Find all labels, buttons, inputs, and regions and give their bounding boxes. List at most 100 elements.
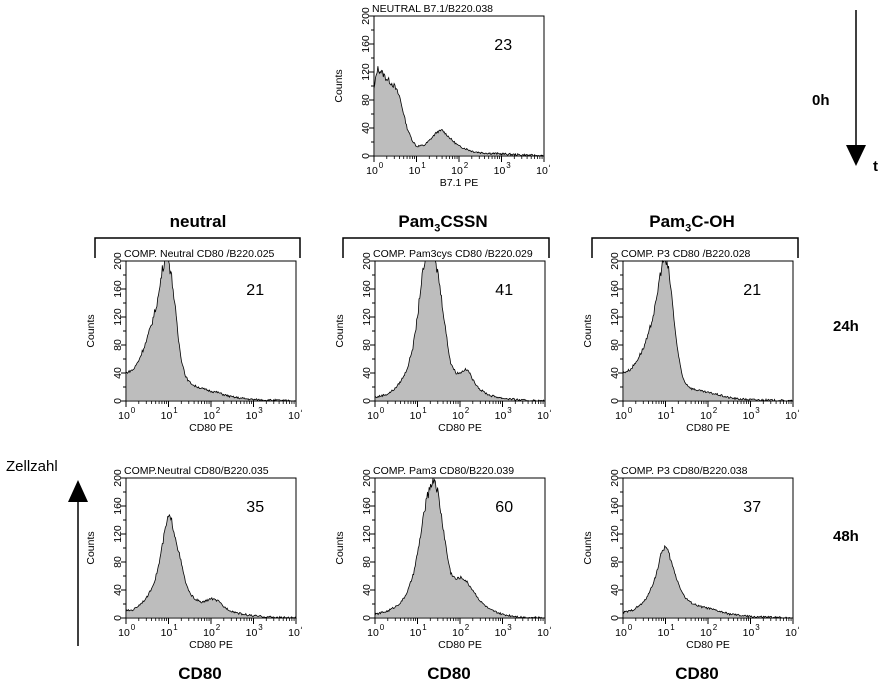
x-tick-exponent: 3: [755, 623, 760, 632]
y-axis-label: Counts: [85, 531, 97, 564]
y-tick-label: 40: [112, 584, 124, 596]
y-tick-label: 160: [360, 35, 372, 53]
histogram-title: COMP. Neutral CD80 /B220.025: [124, 248, 275, 260]
x-tick-label: 10: [494, 165, 506, 177]
y-axis-label: Counts: [582, 314, 594, 347]
x-tick-label: 10: [452, 627, 464, 639]
bottom-label-cd80-3: CD80: [675, 664, 719, 683]
y-tick-label: 80: [609, 556, 621, 568]
x-tick-exponent: 4: [549, 161, 550, 170]
x-tick-label: 10: [203, 627, 215, 639]
x-tick-label: 10: [367, 410, 379, 422]
y-tick-label: 80: [361, 556, 373, 568]
x-axis-label: CD80 PE: [686, 639, 730, 651]
histogram-48h-neutral: COMP.Neutral CD80/B220.03504080120160200…: [85, 465, 302, 651]
y-tick-label: 0: [609, 398, 621, 404]
x-tick-label: 10: [410, 627, 422, 639]
x-axis-label: B7.1 PE: [440, 177, 479, 189]
x-tick-label: 10: [452, 410, 464, 422]
column-header-pam3coh-main: Pam: [649, 212, 686, 231]
x-tick-exponent: 0: [131, 623, 136, 632]
y-tick-label: 80: [112, 556, 124, 568]
histogram-48h-pam3: COMP. Pam3 CD80/B220.03904080120160200Co…: [334, 465, 551, 651]
y-tick-label: 120: [361, 308, 373, 326]
y-tick-label: 0: [361, 398, 373, 404]
y-tick-label: 80: [609, 339, 621, 351]
histogram-title: COMP. Pam3 CD80/B220.039: [373, 465, 514, 477]
x-tick-label: 10: [615, 627, 627, 639]
x-axis-label: CD80 PE: [438, 639, 482, 651]
x-tick-exponent: 0: [628, 623, 633, 632]
column-brackets: [94, 237, 799, 258]
y-tick-label: 120: [609, 308, 621, 326]
percentage-label: 23: [494, 37, 512, 54]
x-tick-label: 10: [367, 627, 379, 639]
x-tick-label: 10: [203, 410, 215, 422]
x-tick-label: 10: [161, 410, 173, 422]
x-tick-exponent: 1: [173, 406, 178, 415]
x-axis-label: CD80 PE: [189, 639, 233, 651]
histogram-24h-neutral: COMP. Neutral CD80 /B220.025040801201602…: [85, 248, 302, 434]
x-tick-label: 10: [785, 627, 797, 639]
histogram-area: [373, 66, 544, 157]
y-tick-label: 80: [112, 339, 124, 351]
y-tick-label: 40: [609, 584, 621, 596]
y-tick-label: 200: [609, 252, 621, 270]
y-tick-label: 80: [360, 94, 372, 106]
column-header-neutral: neutral: [98, 212, 298, 232]
y-tick-label: 200: [360, 7, 372, 25]
y-axis-label: Counts: [334, 531, 346, 564]
histogram-title: COMP. Pam3cys CD80 /B220.029: [373, 248, 533, 260]
y-axis-label: Counts: [334, 314, 346, 347]
y-axis-label: Counts: [582, 531, 594, 564]
percentage-label: 37: [743, 499, 761, 516]
percentage-label: 21: [743, 282, 761, 299]
x-tick-exponent: 2: [216, 623, 221, 632]
y-tick-label: 160: [112, 497, 124, 515]
x-tick-label: 10: [495, 410, 507, 422]
x-tick-exponent: 2: [713, 406, 718, 415]
x-tick-label: 10: [700, 627, 712, 639]
x-tick-label: 10: [658, 410, 670, 422]
x-tick-exponent: 2: [465, 406, 470, 415]
column-header-neutral-text: neutral: [169, 212, 227, 231]
y-tick-label: 200: [112, 469, 124, 487]
x-tick-label: 10: [118, 410, 130, 422]
y-tick-label: 120: [609, 525, 621, 543]
bracket-pam3coh: [591, 237, 799, 258]
bracket-neutral: [94, 237, 301, 258]
y-axis-label: Counts: [85, 314, 97, 347]
x-tick-exponent: 3: [507, 623, 512, 632]
histogram-48h-p3: COMP. P3 CD80/B220.03804080120160200Coun…: [582, 465, 799, 651]
histogram-area: [622, 544, 793, 619]
y-tick-label: 0: [609, 615, 621, 621]
x-tick-exponent: 2: [464, 161, 469, 170]
column-header-pam3coh: Pam3C-OH: [592, 212, 792, 234]
time-label-24h: 24h: [833, 318, 859, 335]
y-tick-label: 40: [360, 122, 372, 134]
y-tick-label: 120: [360, 63, 372, 81]
x-tick-label: 10: [537, 410, 549, 422]
column-header-pam3cssn-sub: 3: [434, 222, 441, 235]
time-axis-label: t: [873, 158, 878, 175]
x-tick-exponent: 0: [379, 161, 384, 170]
column-header-pam3coh-sub: 3: [685, 222, 692, 235]
y-tick-label: 120: [112, 308, 124, 326]
x-tick-label: 10: [451, 165, 463, 177]
histogram-area: [374, 260, 545, 402]
y-tick-label: 0: [112, 615, 124, 621]
x-tick-exponent: 4: [301, 406, 302, 415]
histogram-0h-neutral: NEUTRAL B7.1/B220.03804080120160200Count…: [333, 3, 550, 189]
x-tick-label: 10: [495, 627, 507, 639]
histogram-title: COMP. P3 CD80 /B220.028: [621, 248, 751, 260]
bottom-label-cd80-2: CD80: [427, 664, 471, 683]
y-tick-label: 40: [361, 584, 373, 596]
x-tick-label: 10: [161, 627, 173, 639]
y-tick-label: 120: [112, 525, 124, 543]
y-tick-label: 80: [361, 339, 373, 351]
x-tick-label: 10: [246, 627, 258, 639]
x-tick-exponent: 4: [550, 623, 551, 632]
x-tick-label: 10: [118, 627, 130, 639]
column-header-pam3cssn-rest: CSSN: [440, 212, 488, 231]
y-tick-label: 40: [609, 367, 621, 379]
